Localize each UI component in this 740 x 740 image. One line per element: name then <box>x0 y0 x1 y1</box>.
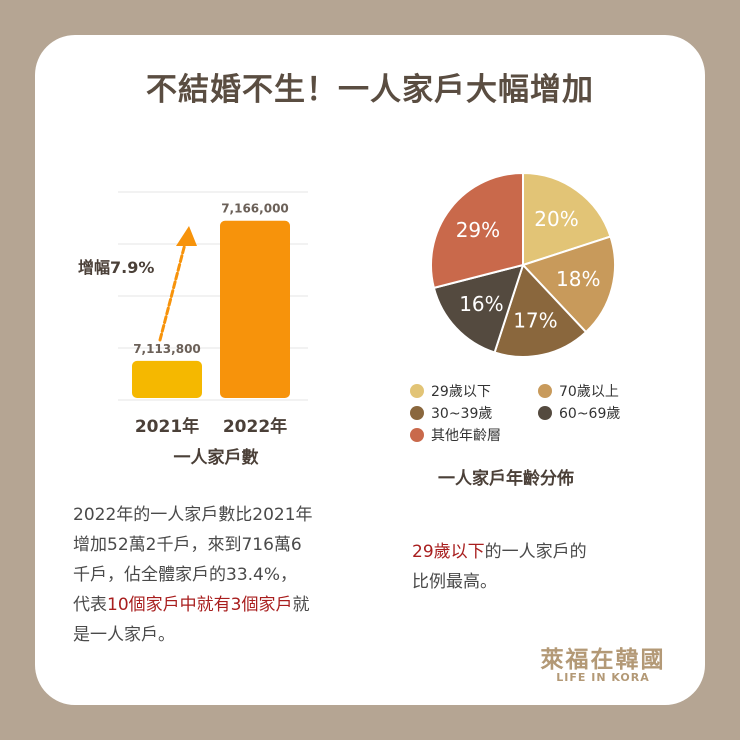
pie-chart-title: 一人家戶年齡分佈 <box>438 469 574 489</box>
legend-swatch <box>538 406 552 420</box>
left-paragraph-line: 代表10個家戶中就有3個家戶就 <box>73 590 373 620</box>
legend-label: 29歲以下 <box>431 384 491 400</box>
left-paragraph-line: 千戶，佔全體家戶的33.4%， <box>73 565 298 585</box>
pie-slice <box>432 263 525 354</box>
growth-annotation: 增幅7.9% <box>78 258 154 277</box>
right-paragraph-line: 比例最高。 <box>412 572 497 592</box>
legend-label: 30~39歲 <box>431 406 493 422</box>
page-title: 不結婚不生！一人家戶大幅增加 <box>146 72 594 108</box>
category-label: 2022年 <box>223 416 287 437</box>
brand-logo-subtitle: LIFE IN KORA <box>556 671 650 684</box>
legend-label: 其他年齡層 <box>431 428 501 444</box>
pie-slice <box>522 171 612 267</box>
legend-item: 70歲以上 <box>538 381 619 401</box>
pie-slice-label: 17% <box>513 309 557 333</box>
legend-swatch <box>410 406 424 420</box>
left-paragraph-line: 是一人家戶。 <box>73 625 175 645</box>
text-segment: 代表 <box>73 595 107 615</box>
legend-item: 60~69歲 <box>538 403 620 423</box>
pie-slice <box>521 235 616 334</box>
x-axis-label: 一人家戶數 <box>174 447 259 468</box>
pie-slice <box>493 263 588 358</box>
text-segment: 就 <box>292 595 310 615</box>
pie-slice-label: 18% <box>556 267 600 291</box>
legend-item: 30~39歲 <box>410 403 492 423</box>
text-segment: 的一人家戶的 <box>484 542 587 562</box>
pie-slice-label: 16% <box>459 292 503 316</box>
legend-label: 70歲以上 <box>559 384 619 400</box>
legend-swatch <box>538 384 552 398</box>
left-paragraph: 2022年的一人家戶數比2021年 增加52萬2千戶，來到716萬6 千戶，佔全… <box>73 500 373 650</box>
legend-swatch <box>410 428 424 442</box>
legend-swatch <box>410 384 424 398</box>
bar-2022 <box>220 220 290 398</box>
legend-label: 60~69歲 <box>559 406 621 422</box>
pie-slice <box>430 171 524 290</box>
legend-item: 其他年齡層 <box>410 425 501 445</box>
category-label: 2021年 <box>135 416 199 437</box>
left-paragraph-line: 增加52萬2千戶，來到716萬6 <box>73 535 302 555</box>
bar-value-label: 7,166,000 <box>221 202 289 216</box>
pie-slice-label: 29% <box>456 218 500 242</box>
bar-value-label: 7,113,800 <box>133 342 201 356</box>
right-paragraph-line: 29歲以下的一人家戶的 <box>412 537 652 567</box>
growth-arrow <box>158 226 197 342</box>
highlight-text: 10個家戶中就有3個家戶 <box>107 595 293 615</box>
left-paragraph-line: 2022年的一人家戶數比2021年 <box>73 505 313 525</box>
bar-2021 <box>132 360 202 398</box>
legend-item: 29歲以下 <box>410 381 491 401</box>
brand-logo: 萊福在韓國 <box>540 646 666 673</box>
pie-chart: 20% 18% 17% 16% 29% <box>430 171 616 358</box>
pie-slice-label: 20% <box>534 207 578 231</box>
highlight-text: 29歲以下 <box>412 542 485 562</box>
right-paragraph: 29歲以下的一人家戶的 比例最高。 <box>412 537 652 597</box>
